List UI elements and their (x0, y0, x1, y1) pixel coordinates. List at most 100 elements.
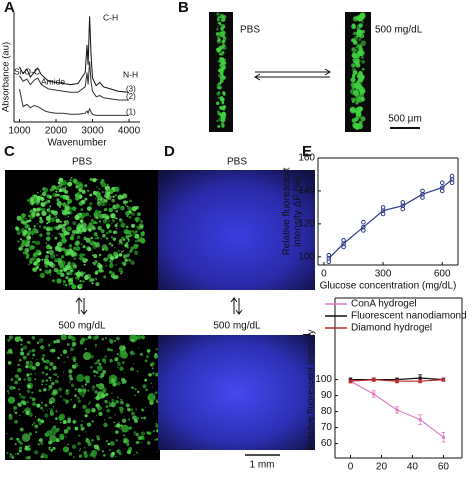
fluorescent-spot (30, 362, 33, 365)
fluorescent-spot (10, 437, 13, 440)
fluorescent-spot (151, 362, 155, 366)
fluorescent-spot (95, 198, 96, 199)
fluorescent-spot (96, 179, 97, 180)
fluorescent-spot (128, 431, 129, 432)
fluorescent-spot (65, 195, 70, 200)
fluorescent-spot (71, 282, 74, 285)
image-label: PBS (72, 157, 92, 168)
fluorescent-spot (119, 366, 123, 370)
fluorescent-spot (88, 228, 92, 232)
fluorescent-spot (36, 266, 39, 269)
fluorescent-spot (91, 237, 94, 240)
fluorescent-spot (102, 234, 106, 238)
fluorescent-spot (31, 210, 33, 212)
fluorescent-spot (27, 353, 30, 356)
fluorescent-spot (93, 191, 97, 195)
fluorescent-spot (109, 404, 110, 405)
fluorescent-spot (49, 206, 51, 208)
fluorescent-spot (120, 206, 125, 211)
x-tick-label: 40 (407, 462, 419, 473)
fluorescent-spot (45, 255, 49, 259)
fluorescent-spot (37, 342, 39, 344)
fluorescent-spot (221, 62, 224, 65)
fluorescent-spot (96, 244, 97, 245)
fluorescent-spot (117, 397, 119, 399)
fluorescent-spot (46, 410, 47, 411)
fluorescent-spot (18, 364, 20, 366)
fluorescent-spot (46, 216, 51, 221)
fluorescent-spot (106, 440, 108, 442)
fluorescent-spot (355, 47, 357, 49)
fluorescent-spot (98, 359, 100, 361)
fluorescent-spot (39, 338, 44, 343)
fluorescent-spot (18, 378, 21, 381)
fluorescent-spot (217, 19, 220, 22)
fluorescent-spot (136, 221, 138, 223)
fluorescent-spot (109, 417, 111, 419)
fluorescent-spot (37, 192, 39, 194)
fluorescent-spot (71, 277, 73, 279)
fluorescent-spot (63, 378, 64, 379)
x-tick-label: 600 (434, 269, 451, 280)
fluorescent-spot (110, 213, 115, 218)
fluorescent-spot (32, 336, 35, 339)
y-tick-label: 100 (298, 251, 315, 262)
fluorescent-spot (44, 261, 48, 265)
fluorescent-spot (118, 243, 120, 245)
fluorescent-spot (133, 363, 134, 364)
x-tick-label: 1000 (8, 126, 31, 137)
fluorescent-spot (87, 389, 89, 391)
fluorescent-spot (219, 53, 222, 56)
fluorescent-spot (31, 202, 33, 204)
fluorescent-spot (353, 33, 355, 35)
fluorescent-spot (217, 125, 220, 128)
fluorescent-spot (29, 245, 34, 250)
fluorescent-spot (39, 233, 43, 237)
fluorescent-spot (106, 204, 107, 205)
fluorescent-spot (111, 378, 115, 382)
fluorescent-spot (97, 191, 98, 192)
fluorescent-spot (116, 228, 118, 230)
fluorescent-spot (97, 202, 101, 206)
fluorescent-spot (109, 261, 112, 264)
fluorescent-spot (140, 236, 143, 239)
fluorescent-spot (31, 231, 34, 234)
fluorescent-spot (41, 259, 43, 261)
fluorescent-spot (154, 354, 158, 358)
panel-label: A (4, 0, 15, 16)
fluorescent-spot (8, 361, 12, 365)
fluorescent-spot (126, 226, 129, 229)
fluorescent-spot (48, 261, 53, 266)
fluorescent-spot (135, 240, 138, 243)
fluorescent-spot (43, 362, 44, 363)
fluorescent-spot (85, 431, 86, 432)
fluorescent-spot (82, 280, 85, 283)
fluorescent-spot (43, 410, 44, 411)
fluorescent-spot (45, 404, 48, 407)
fluorescent-spot (95, 346, 97, 348)
fluorescent-spot (63, 349, 67, 353)
fluorescent-spot (123, 201, 126, 204)
fluorescent-spot (91, 439, 94, 442)
x-tick-label: 3000 (81, 126, 104, 137)
fluorescent-spot (361, 56, 364, 59)
fluorescent-spot (149, 401, 153, 405)
fluorescent-spot (362, 18, 364, 20)
fluorescent-spot (96, 384, 99, 387)
fluorescent-spot (112, 382, 116, 386)
fluorescent-spot (28, 445, 30, 447)
fluorescent-spot (220, 79, 224, 83)
fluorescent-spot (361, 60, 365, 64)
fluorescent-spot (141, 431, 145, 435)
fluorescent-spot (42, 189, 43, 190)
fluorescent-spot (121, 262, 124, 265)
fluorescent-spot (29, 197, 34, 202)
fluorescent-spot (45, 366, 49, 370)
fluorescent-spot (357, 25, 358, 26)
fluorescent-spot (32, 349, 36, 353)
fluorescent-spot (75, 230, 79, 234)
fluorescent-spot (216, 32, 220, 36)
fluorescent-spot (153, 430, 155, 432)
fluorescent-spot (71, 284, 76, 289)
fluorescent-spot (62, 247, 66, 251)
